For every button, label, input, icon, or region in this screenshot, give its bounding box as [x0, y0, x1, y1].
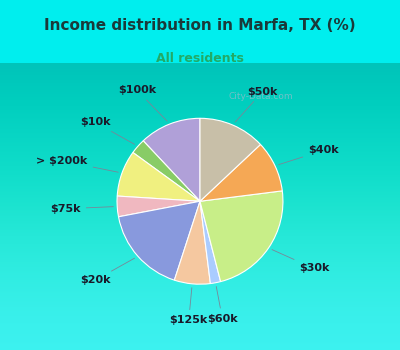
Wedge shape [200, 118, 260, 201]
Text: $10k: $10k [80, 117, 134, 144]
Wedge shape [200, 191, 283, 282]
Text: $30k: $30k [272, 250, 329, 273]
Text: $50k: $50k [235, 87, 278, 122]
Text: $40k: $40k [279, 145, 339, 164]
Text: City-Data.com: City-Data.com [228, 92, 293, 101]
Text: All residents: All residents [156, 52, 244, 65]
Text: Income distribution in Marfa, TX (%): Income distribution in Marfa, TX (%) [44, 18, 356, 33]
Text: $100k: $100k [118, 85, 167, 121]
Wedge shape [133, 141, 200, 201]
Wedge shape [118, 201, 200, 280]
Text: > $200k: > $200k [36, 156, 118, 172]
Text: $60k: $60k [207, 287, 238, 324]
Wedge shape [143, 118, 200, 201]
Text: $125k: $125k [170, 288, 208, 325]
Wedge shape [117, 153, 200, 201]
Wedge shape [200, 145, 282, 201]
Wedge shape [200, 201, 221, 284]
Wedge shape [174, 201, 210, 284]
Wedge shape [117, 196, 200, 217]
Text: $75k: $75k [50, 204, 113, 214]
Text: $20k: $20k [80, 258, 134, 285]
